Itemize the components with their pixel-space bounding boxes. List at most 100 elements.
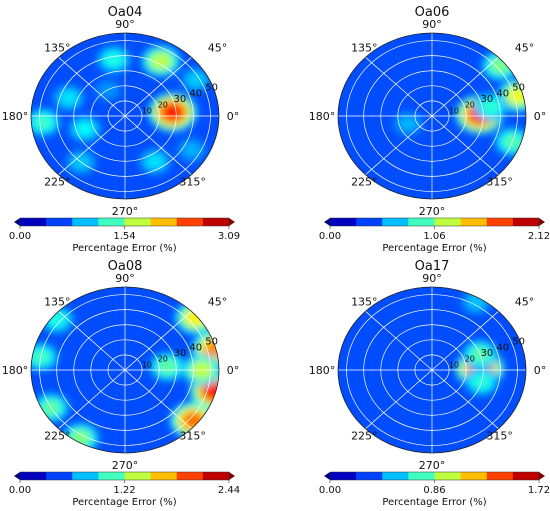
chart-title: Oa08 [108,259,143,274]
colorbar-segment [460,472,488,480]
angle-tick-label: 0° [227,110,240,123]
colorbar-min-arrow [14,218,20,226]
radial-tick-label: 30 [481,94,494,105]
colorbar-segment [72,218,99,226]
angle-tick-label: 45° [515,295,535,308]
angle-tick-label: 315° [486,430,513,443]
angular-grid-line [365,311,433,371]
colorbar-segment [486,218,514,226]
angle-tick-label: 180° [2,364,29,377]
angular-grid-line [58,115,126,175]
heat-cell [146,155,163,169]
angular-grid-line [124,115,192,175]
angle-tick-label: 90° [115,18,135,31]
heat-cell [468,295,485,309]
colorbar-max-arrow [229,218,235,226]
radial-tick-label: 10 [142,106,152,115]
angle-tick-label: 315° [179,176,206,189]
angular-grid-line [124,311,192,371]
colorbar-segment [512,218,540,226]
colorbar-tick-label: 1.54 [113,231,135,242]
chart-title: Oa17 [415,259,450,274]
colorbar-segment [98,472,125,480]
colorbar-max-arrow [539,218,545,226]
colorbar-segment [408,218,435,226]
radial-tick-label: 40 [496,88,509,99]
colorbar-max-arrow [539,472,545,480]
angle-tick-label: 225° [44,430,71,443]
colorbar-tick-label: 0.00 [319,231,341,242]
polar-outline [30,286,220,454]
colorbar-segment [176,218,204,226]
colorbar-segment [330,472,357,480]
heat-cell [76,122,93,136]
colorbar-segment [124,218,152,226]
colorbar-label: Percentage Error (%) [382,497,486,508]
angular-grid-line [58,57,126,117]
colorbar-tick-label: 1.72 [528,485,550,496]
angle-tick-label: 270° [419,459,446,472]
angular-grid-line [431,311,499,371]
colorbar-tick-label: 0.00 [319,485,341,496]
angle-tick-label: 270° [112,459,139,472]
angular-grid-line [58,369,126,429]
angular-grid-line [431,115,499,175]
colorbar-segment [150,472,178,480]
colorbar: 0.00 0.86 1.72 Percentage Error (%) [319,471,550,508]
colorbar-segment [512,472,540,480]
chart-title: Oa06 [415,5,450,20]
radial-tick-label: 40 [189,88,202,99]
colorbar-segment [46,472,73,480]
colorbar-segment [356,472,383,480]
angular-grid-line [365,369,433,429]
colorbar-tick-label: 1.22 [113,485,135,496]
angle-tick-label: 45° [208,41,228,54]
heat-cell [34,115,52,130]
colorbar-segment [72,472,99,480]
angle-tick-label: 225° [351,176,378,189]
angle-tick-label: 180° [309,364,336,377]
colorbar-segment [434,218,462,226]
colorbar-min-arrow [324,472,330,480]
colorbar-segment [20,218,47,226]
colorbar-segment [382,472,409,480]
radial-tick-label: 50 [205,83,218,94]
heat-cell [151,53,171,69]
radial-tick-label: 20 [465,101,475,110]
colorbar-segment [176,472,204,480]
heat-cell [400,117,416,130]
colorbar-segment [382,218,409,226]
colorbar-segment [124,472,152,480]
colorbar-label: Percentage Error (%) [382,243,486,254]
colorbar-segment [150,218,178,226]
colorbar-tick-label: 2.12 [528,231,550,242]
angle-tick-label: 315° [486,176,513,189]
heat-cell [203,340,219,358]
colorbar-min-arrow [14,472,20,480]
polar-outline [337,32,527,200]
colorbar-tick-label: 2.44 [218,485,240,496]
radial-tick-label: 50 [512,337,525,348]
colorbar-segment [460,218,488,226]
chart-title: Oa04 [108,5,143,20]
angle-tick-label: 45° [208,295,228,308]
colorbar: 0.00 1.54 3.09 Percentage Error (%) [9,217,240,254]
angle-tick-label: 135° [44,41,71,54]
radial-tick-label: 40 [189,342,202,353]
colorbar-segment [434,472,462,480]
heat-cell [184,143,200,157]
colorbar-label: Percentage Error (%) [72,497,176,508]
colorbar: 0.00 1.22 2.44 Percentage Error (%) [9,471,240,508]
colorbar-label: Percentage Error (%) [72,243,176,254]
angle-tick-label: 225° [44,176,71,189]
heat-cell [60,91,77,105]
angle-tick-label: 135° [351,41,378,54]
radial-tick-label: 40 [496,342,509,353]
radial-tick-label: 30 [174,348,187,359]
heat-cell [182,411,204,430]
heat-cell [161,103,185,122]
angular-grid-line [124,369,192,429]
